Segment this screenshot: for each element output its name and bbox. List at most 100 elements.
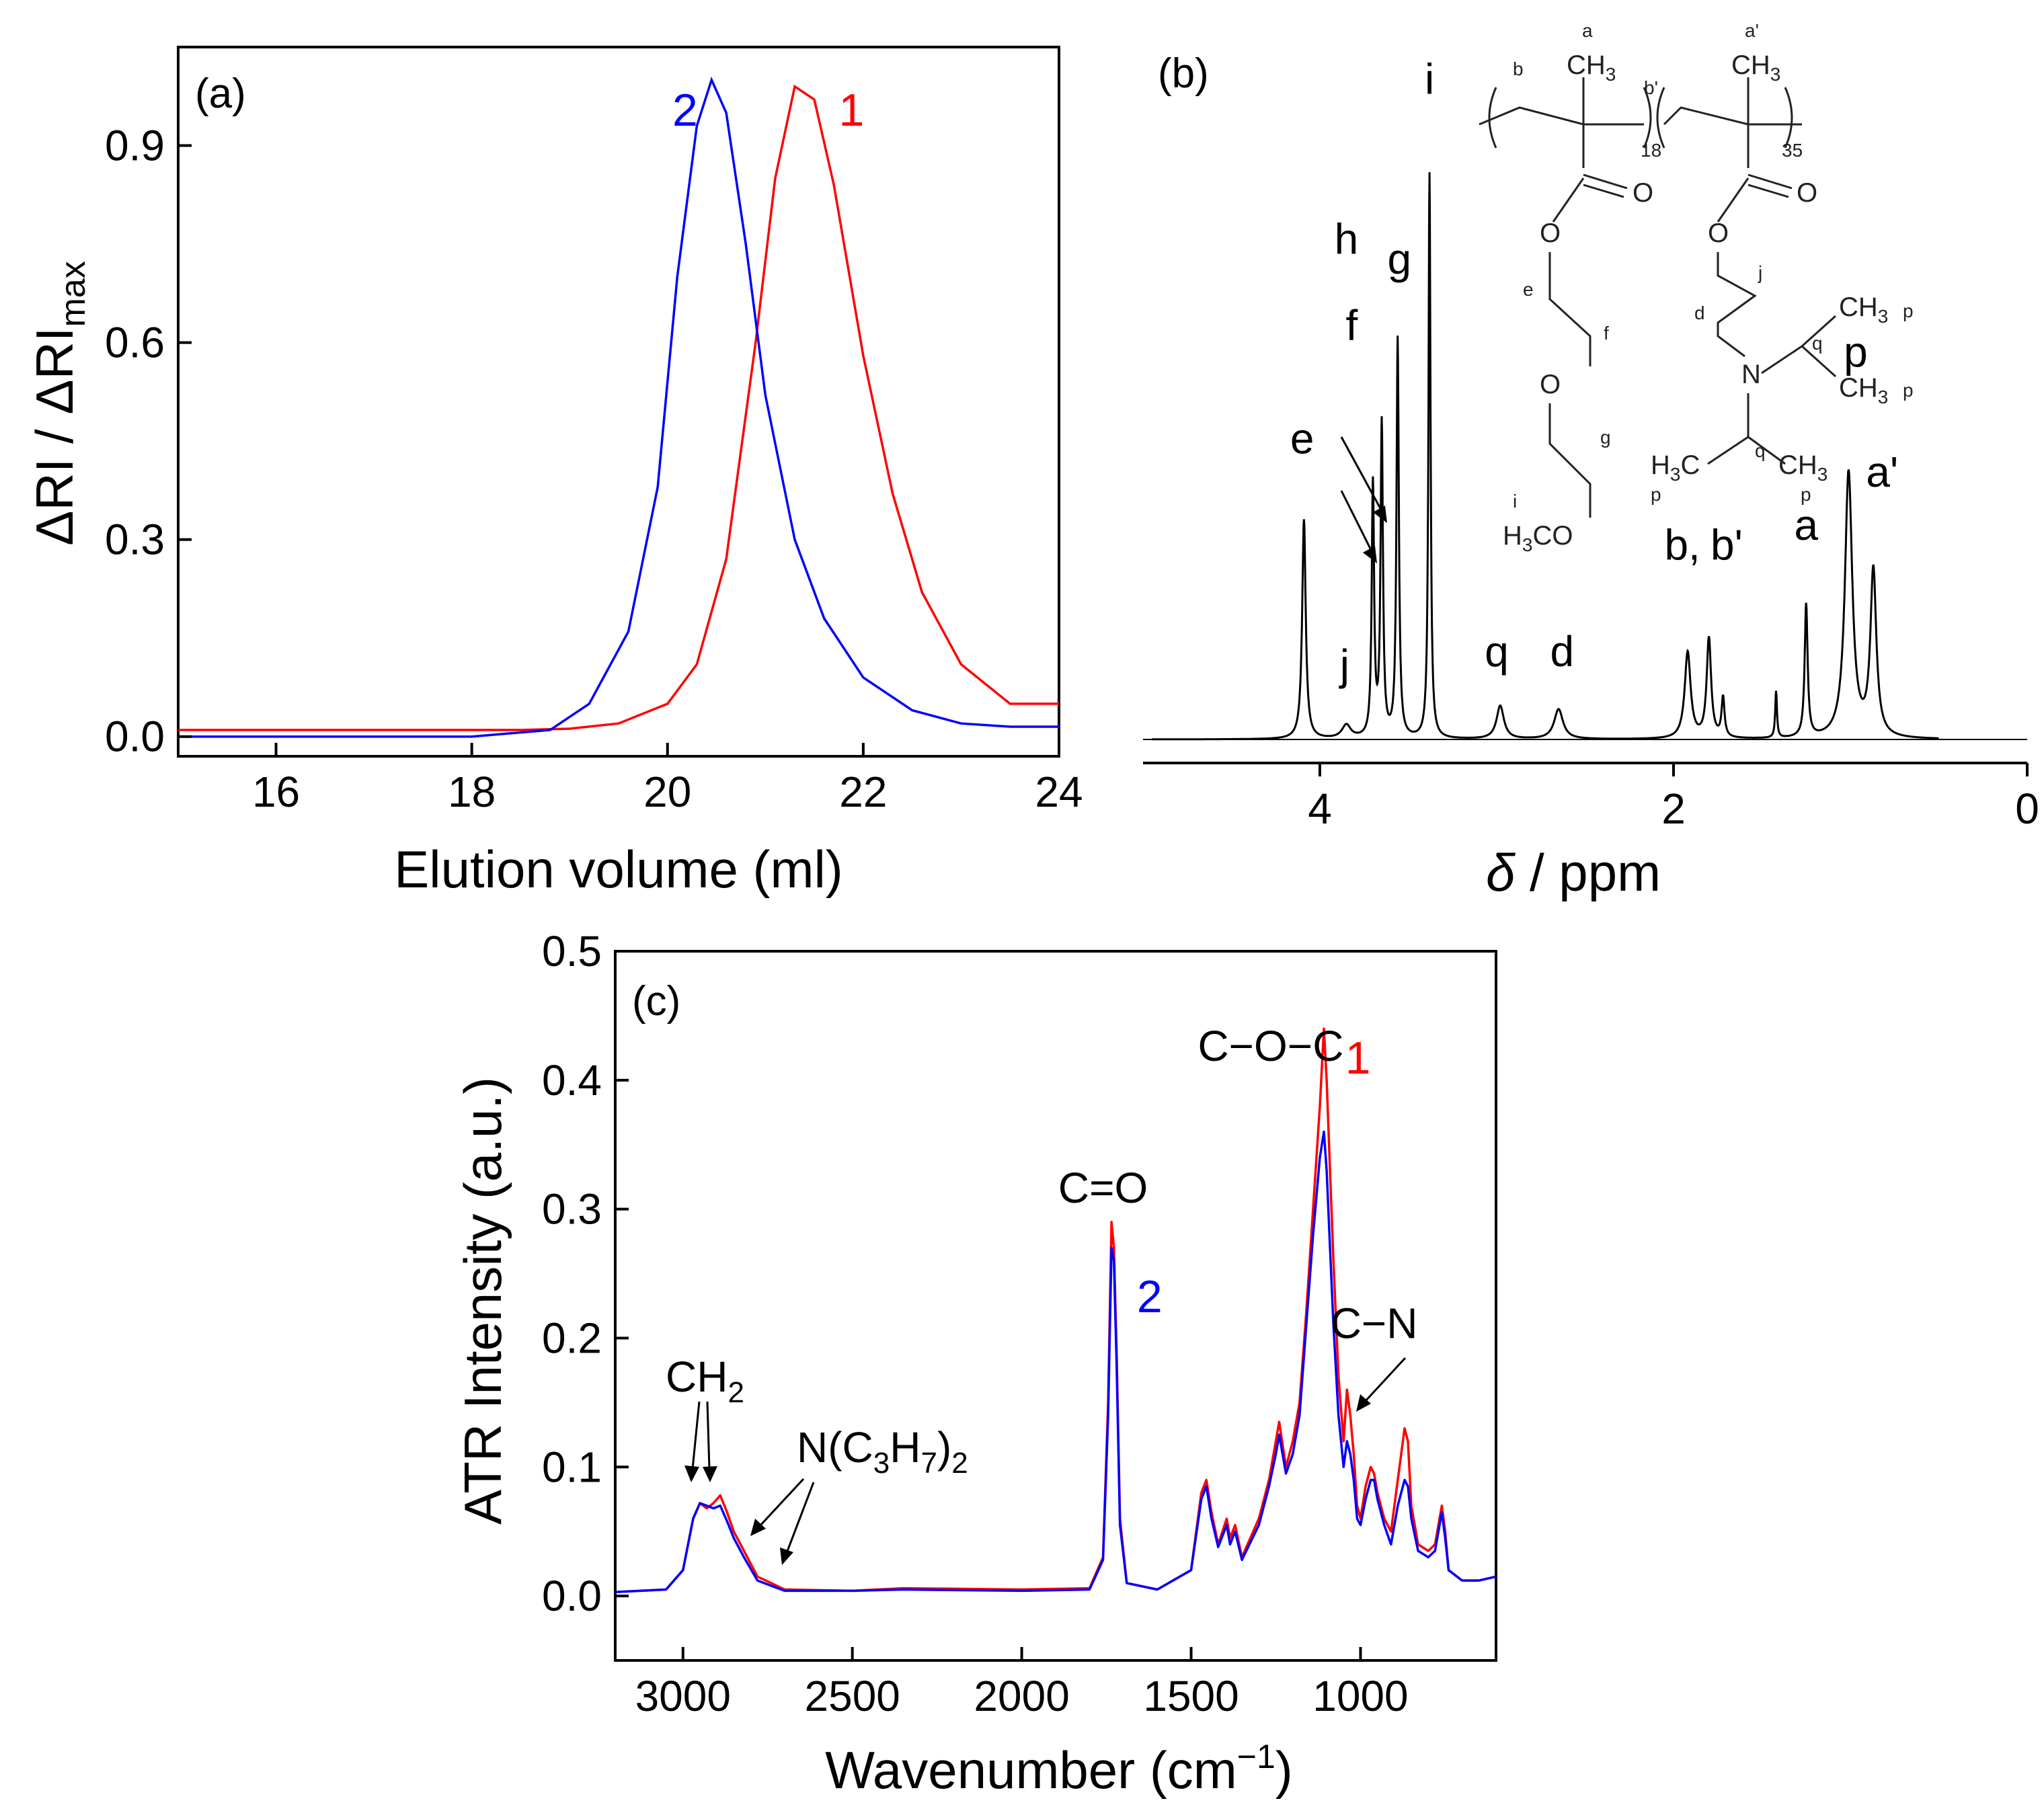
panel-b-xlabel: δ / ppm — [1486, 843, 1661, 902]
y-tick-label-0.3: 0.3 — [105, 516, 165, 564]
panel-a-ticks: 16 18 20 22 24 0.0 0.3 0.6 0.9 — [105, 122, 1083, 816]
oxygen-1: O — [1633, 178, 1653, 208]
chemical-structure — [1479, 77, 1837, 518]
amine-chain — [1717, 252, 1757, 358]
methyl-2: CH3 — [1731, 50, 1780, 85]
backbone — [1479, 106, 1644, 126]
panel-c-ticks: 3000 2500 2000 1500 1000 0.0 0.1 0.2 0.3 0.4 0.5 — [542, 927, 1409, 1720]
chemical-labels: CH3 CH3 O O O O O N CH3 CH3 H3C CH3 H3CO… — [1503, 20, 1914, 555]
co-double-1b — [1583, 184, 1624, 198]
panel-b-series — [1152, 172, 1939, 741]
peak-label-b: b' — [1711, 521, 1743, 569]
panel-c-xlabel: Wavenumber (cm−1) — [825, 1738, 1293, 1800]
oxygen-2: O — [1797, 178, 1817, 208]
y-tick-label-0.3: 0.3 — [542, 1185, 602, 1234]
y-tick-label-0.6: 0.6 — [105, 319, 165, 367]
panel-c-ylabel: ATR Intensity (a.u.) — [453, 1077, 512, 1525]
repeat-18: 18 — [1641, 140, 1661, 161]
series-2-line — [178, 76, 1059, 738]
struct-label-p4: p — [1801, 484, 1811, 505]
struct-label-q1: q — [1812, 333, 1823, 354]
peg-chain-2 — [1548, 403, 1591, 518]
y-tick-label-0.4: 0.4 — [542, 1056, 602, 1104]
x-tick-label-2500: 2500 — [805, 1672, 900, 1720]
panel-a-label: (a) — [195, 71, 246, 117]
x-tick-label-22: 22 — [839, 768, 887, 816]
methyl-p3: H3C — [1651, 450, 1700, 485]
oxygen-3: O — [1540, 218, 1561, 248]
x-tick-label-2000: 2000 — [974, 1672, 1069, 1720]
y-tick-label-0.1: 0.1 — [542, 1443, 602, 1491]
panel-a-ylabel: ΔRI / ΔRImax — [25, 261, 93, 545]
methyl-p1: CH3 — [1839, 292, 1888, 327]
amine-label: N(C3H7)2 — [797, 1423, 968, 1480]
peak-label-p: p — [1844, 328, 1868, 376]
panel-c-frame — [614, 950, 1497, 1662]
arrowhead-h — [1373, 506, 1387, 523]
x-tick-label-2: 2 — [1661, 785, 1686, 833]
co-double-2b — [1747, 184, 1789, 198]
struct-label-e: e — [1523, 279, 1534, 300]
panel-b-ticks: 4 2 0 — [1308, 763, 2039, 833]
methoxy: H3CO — [1503, 521, 1573, 555]
struct-label-q2: q — [1755, 440, 1766, 461]
struct-label-g: g — [1600, 427, 1611, 448]
panel-b-label: (b) — [1158, 50, 1209, 97]
y-tick-label-0: 0.0 — [105, 713, 165, 761]
y-tick-label-0.5: 0.5 — [542, 927, 602, 975]
amine-arrowhead-2 — [780, 1547, 793, 1565]
peak-label-h: h — [1335, 214, 1359, 263]
nmr-spectrum-line — [1152, 172, 1939, 741]
x-tick-label-0: 0 — [2015, 785, 2039, 833]
curve-label-2: 2 — [672, 85, 698, 136]
methyl-p4: CH3 — [1778, 450, 1827, 485]
ch2-arrow-1 — [691, 1401, 701, 1470]
panel-a: 16 18 20 22 24 0.0 0.3 0.6 0.9 (a) 2 1 Elution v… — [25, 46, 1083, 899]
peak-label-i: i — [1425, 55, 1434, 104]
panel-c-label: (c) — [632, 978, 680, 1024]
curve-label-1: 1 — [1345, 1033, 1371, 1084]
panel-c: 3000 2500 2000 1500 1000 0.0 0.1 0.2 0.3 0.4 0.5 C… — [453, 927, 1497, 1800]
iso-1a — [1801, 315, 1837, 348]
iso-2b — [1747, 436, 1786, 465]
ch2-arrowhead-2 — [703, 1466, 717, 1482]
arrow-f — [1340, 490, 1373, 552]
arrowhead-f — [1363, 546, 1377, 563]
struct-label-d: d — [1694, 303, 1705, 323]
bracket-1-right — [1643, 87, 1652, 149]
peak-label-b: b, — [1664, 521, 1700, 569]
annotation-cn: C−N — [1331, 1299, 1418, 1347]
x-tick-label-20: 20 — [643, 768, 691, 816]
backbone-2 — [1663, 106, 1802, 126]
peak-label-d: d — [1550, 627, 1575, 676]
panel-c-annotations: C−O−C C=O C−N — [1058, 1022, 1418, 1347]
co-double-2 — [1747, 173, 1793, 190]
struct-label-i: i — [1513, 491, 1517, 512]
peak-label-f: f — [1345, 301, 1358, 350]
arrow-h — [1340, 436, 1383, 512]
x-tick-label-4: 4 — [1308, 785, 1332, 833]
peg-chain — [1548, 252, 1591, 366]
annotation-coc: C−O−C — [1197, 1022, 1343, 1070]
panel-a-series — [178, 76, 1059, 738]
y-tick-label-0.2: 0.2 — [542, 1314, 602, 1362]
annotation-co: C=O — [1058, 1164, 1148, 1212]
ylabel-sub: max — [54, 261, 93, 327]
struct-label-a-prime: a' — [1745, 20, 1759, 41]
amine-arrow-2 — [785, 1482, 815, 1554]
struct-label-b-prime: b' — [1644, 77, 1658, 98]
oxygen-4: O — [1708, 218, 1729, 248]
peak-label-e: e — [1290, 414, 1314, 463]
co-double-1 — [1583, 173, 1628, 190]
peak-label-q: q — [1485, 627, 1509, 676]
ester-1 — [1552, 177, 1585, 223]
x-tick-label-1500: 1500 — [1143, 1672, 1239, 1720]
iso-1b — [1801, 345, 1837, 378]
series-1-line — [178, 84, 1059, 731]
n-iso-1 — [1761, 345, 1803, 374]
svg-text:ΔRI / ΔRImax: ΔRI / ΔRImax — [25, 261, 93, 545]
ester-2 — [1717, 177, 1750, 223]
